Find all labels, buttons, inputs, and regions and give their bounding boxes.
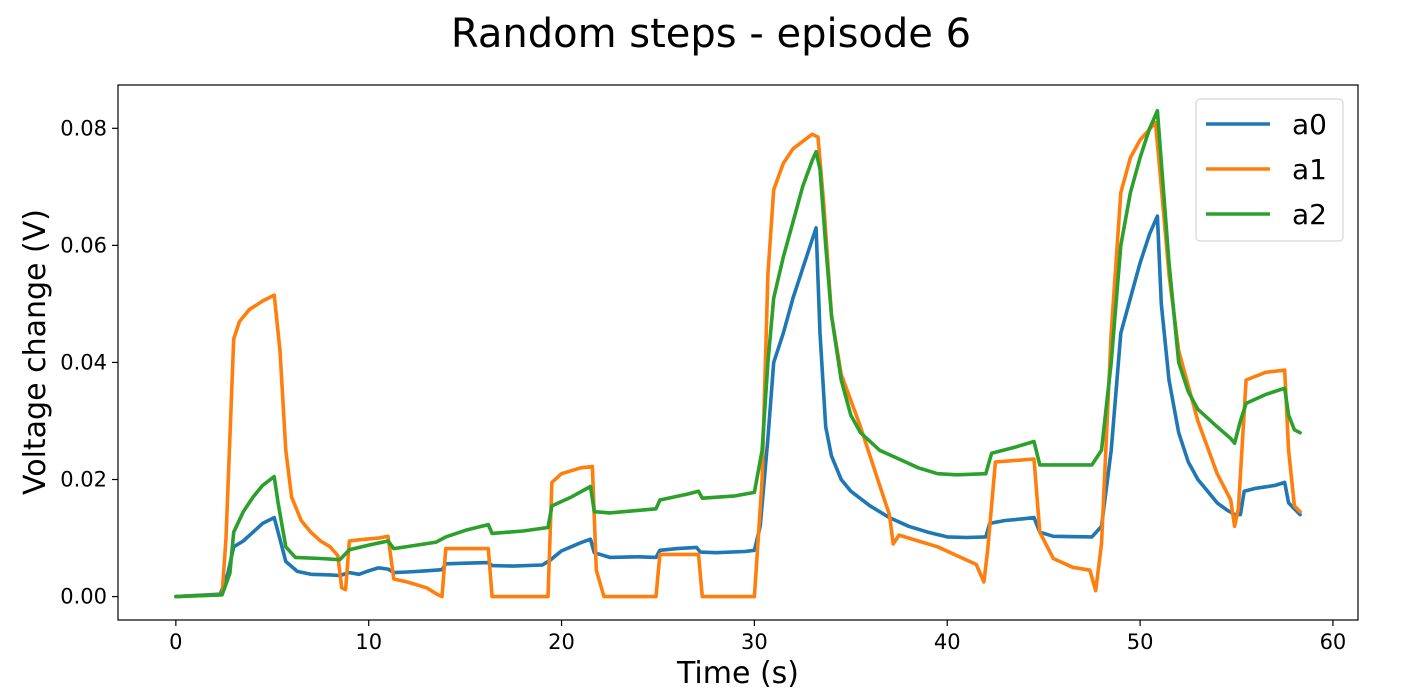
- x-tick-label: 40: [934, 630, 961, 654]
- y-tick-label: 0.00: [60, 585, 107, 609]
- y-axis-label: Voltage change (V): [18, 209, 53, 495]
- legend-label-a0: a0: [1292, 108, 1327, 141]
- plot-frame: [117, 84, 1359, 621]
- series-layer: [174, 109, 1302, 599]
- y-tick-label: 0.02: [60, 468, 107, 492]
- y-tick-label: 0.06: [60, 233, 107, 257]
- x-tick-label: 20: [548, 630, 575, 654]
- x-tick-label: 10: [355, 630, 382, 654]
- series-line-a0: [174, 214, 1302, 599]
- x-tick-label: 60: [1320, 630, 1347, 654]
- x-tick-label: 30: [741, 630, 768, 654]
- y-axis-ticks: 0.00 0.02 0.04 0.06 0.08: [60, 116, 118, 609]
- legend-label-a2: a2: [1292, 198, 1327, 231]
- series-line-a2: [174, 109, 1302, 599]
- x-axis-label: Time (s): [676, 656, 799, 691]
- x-tick-label: 50: [1127, 630, 1154, 654]
- legend-label-a1: a1: [1292, 153, 1327, 186]
- chart-title: Random steps - episode 6: [451, 11, 971, 57]
- x-tick-label: 0: [169, 630, 182, 654]
- x-axis-ticks: 0 10 20 30 40 50 60: [169, 620, 1346, 654]
- series-line-a1: [174, 120, 1302, 599]
- y-tick-label: 0.08: [60, 116, 107, 140]
- legend: a0 a1 a2: [1195, 98, 1344, 242]
- y-tick-label: 0.04: [60, 350, 107, 374]
